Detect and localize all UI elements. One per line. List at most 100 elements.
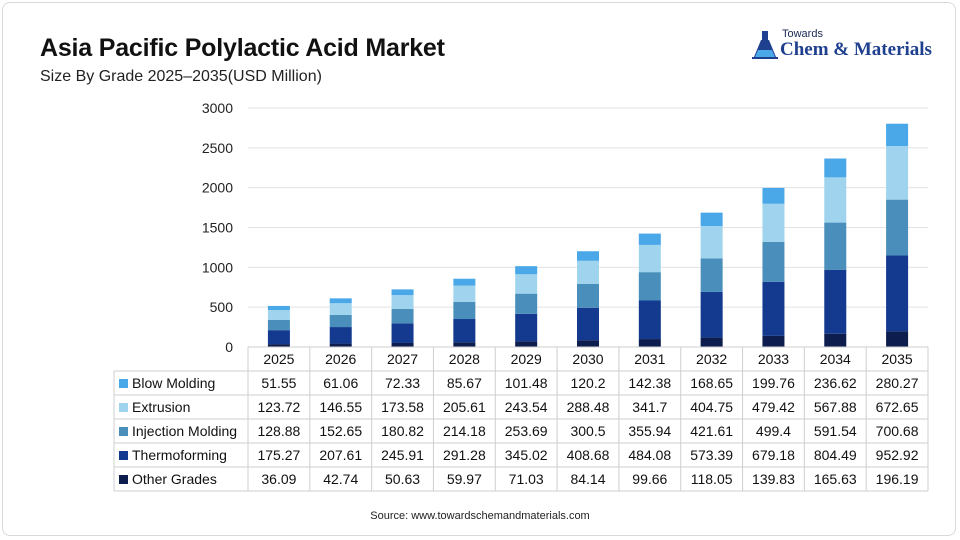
data-label: 199.76 [752, 375, 795, 391]
data-label: 567.88 [814, 399, 857, 415]
bar-segment-blow-molding [391, 289, 414, 296]
y-tick-label: 0 [225, 339, 233, 355]
logo-small-text: Towards [782, 28, 823, 40]
x-tick-label: 2029 [511, 351, 542, 367]
x-tick-label: 2033 [758, 351, 789, 367]
bar-segment-thermoforming [329, 327, 352, 344]
y-tick-label: 1000 [202, 259, 233, 275]
source-note: Source: www.towardschemandmaterials.com [370, 510, 590, 522]
bar-segment-blow-molding [638, 233, 661, 245]
data-label: 120.2 [570, 375, 605, 391]
data-label: 59.97 [447, 471, 482, 487]
y-tick-label: 500 [210, 299, 234, 315]
data-label: 42.74 [323, 471, 358, 487]
data-label: 61.06 [323, 375, 358, 391]
bar-segment-thermoforming [700, 291, 723, 338]
x-tick-label: 2026 [325, 351, 356, 367]
bar-segment-extrusion [391, 295, 414, 309]
bar-segment-other-grades [391, 342, 414, 347]
bar-segment-blow-molding [824, 158, 847, 178]
data-label: 101.48 [505, 375, 548, 391]
data-label: 84.14 [570, 471, 605, 487]
data-label: 804.49 [814, 447, 857, 463]
bar-segment-injection-molding [824, 222, 847, 270]
data-label: 50.63 [385, 471, 420, 487]
bar-segment-other-grades [700, 337, 723, 347]
legend-label: Blow Molding [132, 375, 215, 391]
data-label: 142.38 [628, 375, 671, 391]
data-label: 118.05 [691, 471, 733, 487]
data-label: 152.65 [319, 423, 362, 439]
bar-segment-other-grades [453, 342, 476, 347]
data-label: 288.48 [567, 399, 610, 415]
bar-segment-extrusion [886, 146, 909, 200]
data-label: 85.67 [447, 375, 482, 391]
data-label: 139.83 [752, 471, 795, 487]
data-label: 404.75 [690, 399, 733, 415]
data-label: 165.63 [814, 471, 857, 487]
bar-segment-injection-molding [391, 308, 414, 324]
data-label: 245.91 [381, 447, 424, 463]
bar-segment-injection-molding [329, 314, 352, 328]
bar-segment-thermoforming [577, 307, 599, 341]
bar-segment-injection-molding [886, 199, 909, 256]
data-label: 173.58 [381, 399, 424, 415]
bar-segment-extrusion [577, 260, 599, 284]
data-label: 123.72 [257, 399, 300, 415]
bar-segment-other-grades [886, 331, 909, 347]
data-label: 196.19 [876, 471, 919, 487]
data-label: 421.61 [690, 423, 733, 439]
x-tick-label: 2034 [820, 351, 851, 367]
bar-segment-thermoforming [453, 319, 476, 343]
bar-segment-thermoforming [638, 300, 661, 340]
chart-subtitle: Size By Grade 2025–2035(USD Million) [40, 68, 322, 85]
data-label: 591.54 [814, 423, 857, 439]
data-label: 253.69 [505, 423, 548, 439]
y-axis: 0 500 1000 1500 2000 2500 3000 [202, 100, 233, 355]
bar-segment-thermoforming [886, 255, 909, 332]
bar-segment-blow-molding [577, 251, 599, 261]
legend-label: Thermoforming [132, 447, 227, 463]
x-tick-label: 2030 [572, 351, 603, 367]
bar-segment-other-grades [638, 339, 661, 347]
bar-segment-blow-molding [267, 305, 290, 311]
data-label: 36.09 [261, 471, 296, 487]
legend-swatch [119, 475, 128, 484]
y-tick-label: 2000 [202, 180, 233, 196]
bar-segment-other-grades [515, 341, 538, 347]
y-tick-label: 3000 [202, 100, 233, 116]
bar-segment-thermoforming [515, 313, 538, 342]
bar-segment-other-grades [267, 344, 290, 347]
legend-label: Injection Molding [132, 423, 237, 439]
data-label: 180.82 [381, 423, 424, 439]
data-label: 499.4 [756, 423, 791, 439]
x-tick-label: 2032 [696, 351, 727, 367]
data-label: 205.61 [443, 399, 486, 415]
data-label: 146.55 [319, 399, 362, 415]
data-label: 573.39 [690, 447, 733, 463]
x-tick-label: 2035 [882, 351, 913, 367]
bar-segment-injection-molding [577, 283, 599, 308]
data-table: 2025 2026 2027 2028 2029 2030 2031 2032 2033 2034… [113, 346, 929, 492]
logo-big-text: Chem & Materials [780, 39, 932, 60]
bar-segment-other-grades [762, 335, 785, 347]
bar-segment-thermoforming [824, 269, 847, 334]
bar-segment-extrusion [700, 226, 723, 259]
chart-title: Asia Pacific Polylactic Acid Market [40, 34, 445, 62]
data-label: 243.54 [505, 399, 548, 415]
data-label: 175.27 [257, 447, 300, 463]
data-label: 355.94 [628, 423, 671, 439]
x-tick-label: 2031 [634, 351, 665, 367]
data-label: 952.92 [876, 447, 919, 463]
x-tick-label: 2027 [387, 351, 418, 367]
bar-segment-blow-molding [329, 298, 352, 304]
bar-segment-blow-molding [762, 187, 785, 204]
bars [267, 123, 909, 347]
data-label: 128.88 [257, 423, 300, 439]
data-label: 408.68 [567, 447, 610, 463]
data-label: 345.02 [505, 447, 548, 463]
data-label: 300.5 [570, 423, 605, 439]
data-label: 51.55 [261, 375, 296, 391]
bar-segment-other-grades [577, 340, 599, 347]
data-label: 72.33 [385, 375, 420, 391]
